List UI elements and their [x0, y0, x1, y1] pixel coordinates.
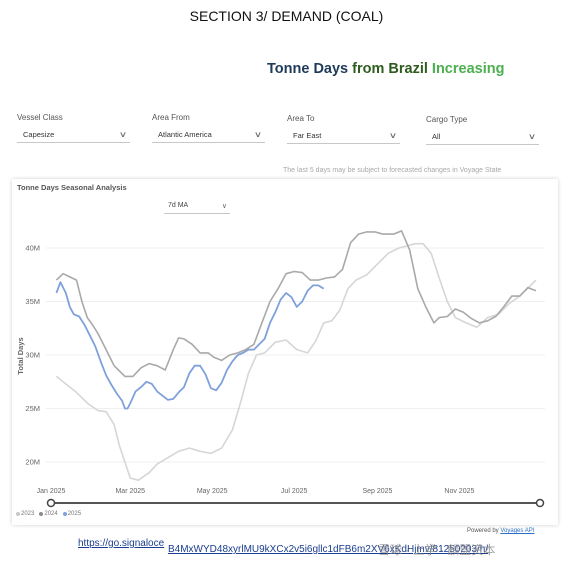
legend-item-2025[interactable]: 2025	[62, 511, 82, 517]
vessel-class-dropdown[interactable]: Capesize ∨	[17, 128, 130, 143]
voyages-api-link[interactable]: Voyages API	[500, 528, 535, 534]
area-to-dropdown[interactable]: Far East ∨	[287, 129, 400, 144]
report-title: Tonne Days from Brazil Increasing	[267, 61, 504, 77]
y-tick-label: 30M	[25, 351, 40, 360]
x-tick-label: Mar 2025	[115, 488, 145, 495]
source-link-line2[interactable]: B4MxWYD48xyrlMU9kXCx2v5i6gllc1dFB6m2XV6x…	[168, 544, 489, 555]
section-title: SECTION 3/ DEMAND (COAL)	[189, 8, 384, 24]
legend-label-2025: 2025	[67, 511, 82, 517]
area-to-label: Area To	[287, 114, 315, 123]
y-tick-label: 20M	[25, 458, 40, 467]
legend-dot-2025	[62, 512, 67, 516]
chevron-down-icon: ∨	[388, 131, 398, 140]
moving-average-value: 7d MA	[168, 202, 189, 209]
series-line-2023	[55, 242, 537, 482]
chart-title: Tonne Days Seasonal Analysis	[17, 183, 127, 192]
x-tick-label: Nov 2025	[444, 488, 474, 495]
powered-by: Powered by Voyages API	[467, 528, 534, 534]
series-line-2025	[55, 281, 325, 410]
y-tick-label: 40M	[25, 244, 40, 253]
chevron-down-icon: ∨	[118, 130, 128, 139]
forecast-notice: The last 5 days may be subject to foreca…	[283, 167, 502, 174]
legend-item-2023[interactable]: 2023	[16, 511, 34, 517]
cargo-type-dropdown[interactable]: All ∨	[426, 130, 539, 145]
x-tick-label: May 2025	[197, 488, 228, 495]
source-link-line1[interactable]: https://go.signaloce	[78, 538, 165, 549]
range-slider-start-handle[interactable]	[46, 498, 56, 508]
y-axis-label: Total Days	[16, 337, 25, 374]
x-tick-label: Jan 2025	[37, 488, 66, 495]
legend-dot-2023	[16, 512, 20, 516]
report-title-part3: Increasing	[431, 61, 505, 77]
chevron-down-icon: ∨	[253, 130, 263, 139]
report-title-part2: from Brazil	[352, 61, 428, 77]
moving-average-dropdown[interactable]: 7d MA ∨	[164, 200, 230, 214]
legend-label-2024: 2024	[44, 511, 58, 517]
vessel-class-label: Vessel Class	[17, 113, 63, 122]
chevron-down-icon: ∨	[527, 132, 537, 141]
watermark: 雪球 · 上学 · 麟盟资本	[378, 543, 496, 557]
chevron-down-icon: ∨	[221, 203, 227, 210]
x-tick-label: Sep 2025	[362, 488, 392, 495]
x-tick-label: Jul 2025	[281, 488, 308, 495]
series-line-2024	[55, 230, 537, 378]
legend-item-2024[interactable]: 2024	[39, 511, 58, 517]
report-title-part1: Tonne Days	[267, 61, 349, 77]
y-tick-label: 35M	[25, 297, 40, 306]
cargo-type-label: Cargo Type	[426, 115, 468, 124]
legend-label-2023: 2023	[21, 511, 35, 517]
powered-by-prefix: Powered by	[467, 528, 499, 534]
area-from-dropdown[interactable]: Atlantic America ∨	[152, 128, 265, 143]
chart-panel	[12, 179, 558, 525]
area-to-value: Far East	[293, 131, 322, 140]
area-from-value: Atlantic America	[158, 130, 212, 139]
cargo-type-value: All	[432, 132, 441, 141]
area-from-label: Area From	[152, 113, 190, 122]
chart-legend: 2023 2024 2025	[16, 511, 81, 517]
legend-dot-2024	[39, 512, 44, 516]
vessel-class-value: Capesize	[23, 130, 55, 139]
y-tick-label: 25M	[25, 404, 40, 413]
range-slider-end-handle[interactable]	[535, 498, 545, 508]
